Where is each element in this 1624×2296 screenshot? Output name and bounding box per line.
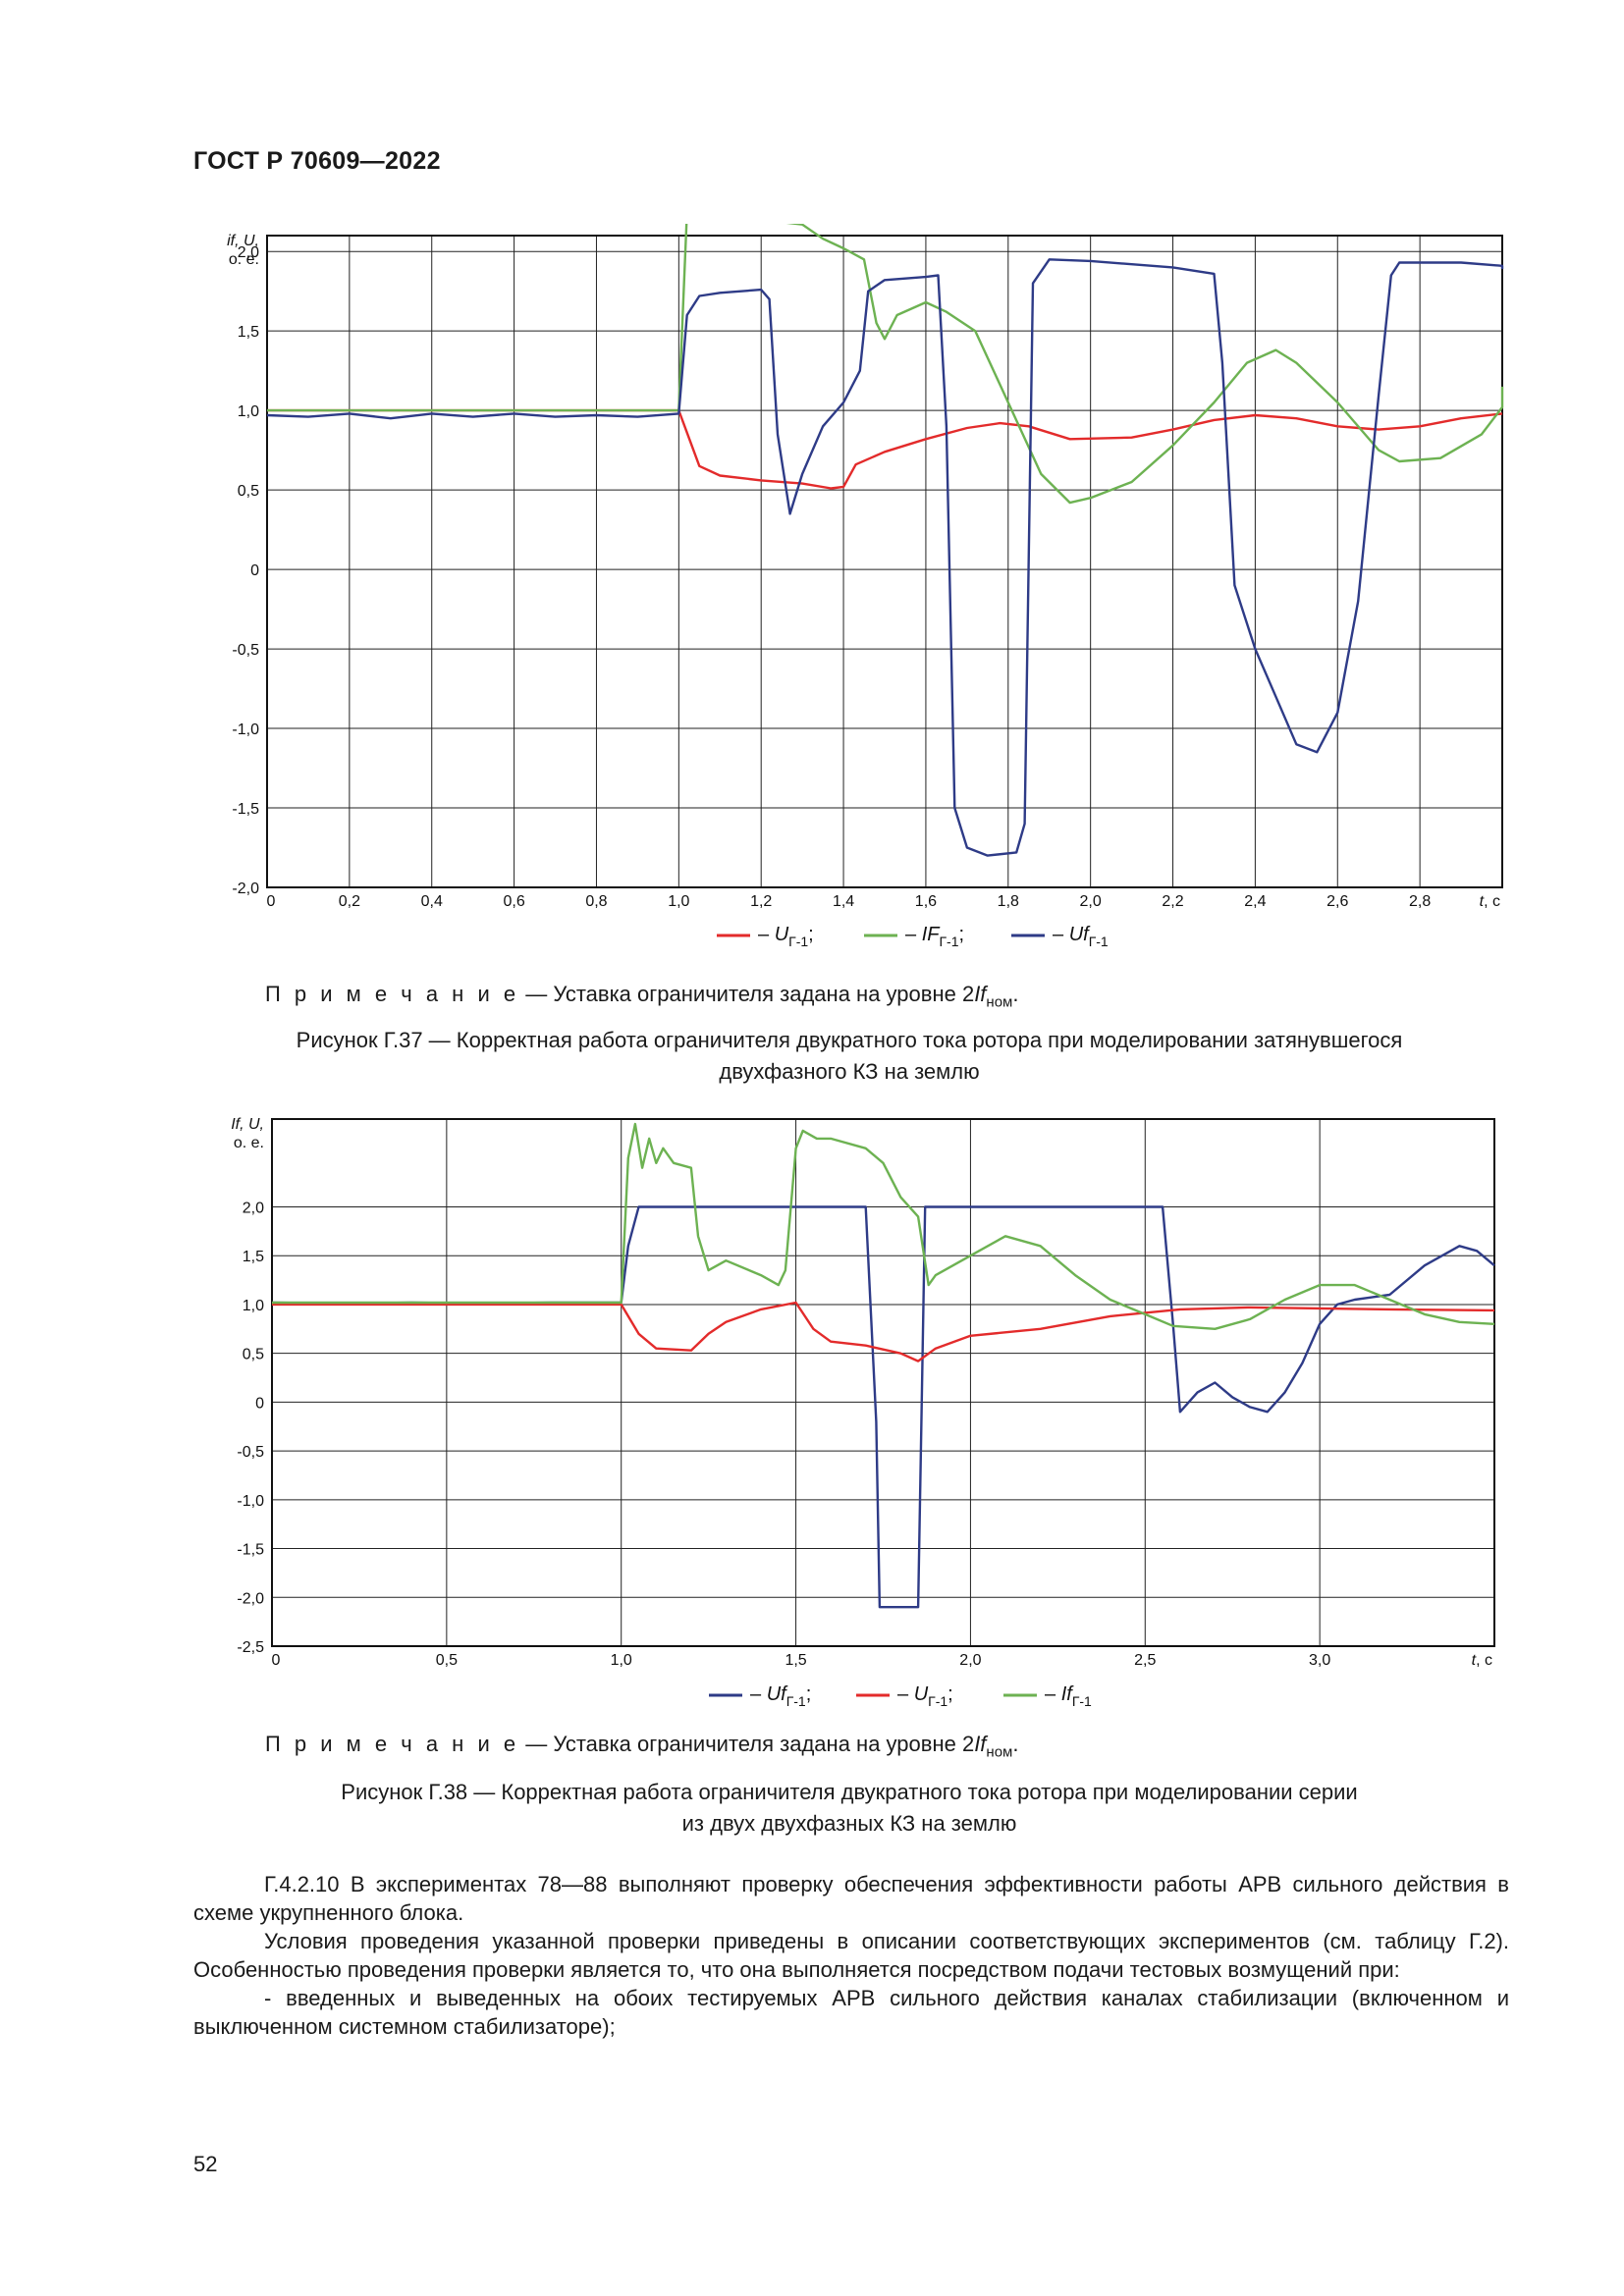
figure-1-note-var: If [974, 982, 987, 1006]
figure-1-caption-line1: Рисунок Г.37 — Корректная работа огранич… [296, 1028, 1403, 1052]
figure-1-x-tick-label: 0,4 [421, 893, 443, 910]
figure-2-plot-area [272, 1119, 1494, 1646]
document-header: ГОСТ Р 70609—2022 [193, 147, 441, 175]
figure-1-y-tick-label: 0,5 [238, 483, 259, 500]
figure-1-y-tick-label: 1,0 [238, 403, 259, 420]
figure-2-legend-label-If: – IfГ-1 [1045, 1683, 1092, 1709]
figure-2-y-tick-label: -0,5 [237, 1444, 264, 1461]
figure-1-legend-label-U: – UГ-1; [758, 924, 814, 949]
figure-2-y-tick-label: 1,0 [243, 1298, 264, 1314]
figure-1-x-tick-label: 0,6 [503, 893, 524, 910]
figure-2-legend-label-U: – UГ-1; [897, 1683, 953, 1709]
figure-2-x-tick-label: 3,0 [1309, 1652, 1330, 1669]
figure-1-x-tick-label: 2,0 [1080, 893, 1102, 910]
figure-1-x-tick-label: 2,2 [1162, 893, 1183, 910]
figure-1-y-tick-label: 0 [250, 562, 259, 579]
figure-1-legend: – UГ-1; – IFГ-1; – UfГ-1 [717, 924, 1109, 949]
figure-1-x-tick-label: 2,6 [1326, 893, 1348, 910]
figure-2-x-tick-label: 2,0 [959, 1652, 981, 1669]
figure-1-note-sub: ном [986, 993, 1013, 1011]
figure-2-note-var: If [974, 1732, 987, 1756]
figure-2-legend: – UfГ-1; – UГ-1; – IfГ-1 [709, 1683, 1092, 1709]
figure-1-y-tick-label: -0,5 [232, 642, 259, 659]
figure-1-y-tick-label: -2,0 [232, 881, 259, 897]
figure-2-x-axis-label: t, с [1472, 1652, 1492, 1669]
figure-2-series-line-Uf [271, 1205, 1495, 1609]
figure-2-y-tick-label: 1,5 [243, 1249, 264, 1265]
figure-2-y-tick-label: 0,5 [243, 1347, 264, 1363]
page-number: 52 [193, 2152, 218, 2176]
figure-1-legend-label-IF: – IFГ-1; [905, 924, 964, 949]
figure-1-x-tick-label: 1,0 [668, 893, 689, 910]
figure-1-y-axis-label: if, U, о. е. [227, 233, 259, 268]
figure-1-x-tick-label: 0,2 [339, 893, 360, 910]
figure-1-note-end: . [1012, 982, 1019, 1006]
figure-1-note: П р и м е ч а н и е — Уставка ограничите… [265, 982, 1019, 1010]
figure-1-y-tick-label: -1,5 [232, 801, 259, 818]
figure-1-plot-area [267, 236, 1502, 887]
figure-1-x-tick-label: 2,4 [1244, 893, 1266, 910]
figure-1-caption-line2: двухфазного КЗ на землю [719, 1059, 980, 1084]
figure-2-x-tick-label: 2,5 [1134, 1652, 1156, 1669]
paragraph-2: Условия проведения указанной проверки пр… [193, 1929, 1509, 1982]
figure-2-caption-line2: из двух двухфазных КЗ на землю [681, 1811, 1017, 1836]
figure-1-x-tick-label: 1,8 [998, 893, 1019, 910]
figure-1-x-tick-label: 1,4 [833, 893, 854, 910]
figure-2-note-sub: ном [986, 1743, 1013, 1761]
figure-2-caption-line1: Рисунок Г.38 — Корректная работа огранич… [341, 1780, 1358, 1804]
figure-1-x-tick-label: 1,2 [750, 893, 772, 910]
figure-2-frame [271, 1118, 1495, 1647]
figure-2-y-tick-label: -2,0 [237, 1590, 264, 1607]
figure-2-chart: 0 0,5 1,0 1,5 2,0 2,5 3,0 -2,5 -2,0 -1,5 -1,0 -0,5 0… [231, 1116, 1495, 1709]
figure-2-x-tick-label: 0 [272, 1652, 281, 1669]
figure-2-series-line-If [272, 1122, 1495, 1330]
figure-1-y-tick-label: 1,5 [238, 324, 259, 341]
figure-2-x-tick-label: 1,5 [785, 1652, 806, 1669]
figure-1-x-tick-label: 0 [267, 893, 276, 910]
figure-2-note-text: — Уставка ограничителя задана на уровне … [519, 1732, 975, 1756]
figure-1-x-tick-label: 1,6 [915, 893, 937, 910]
figure-1-series-line-U [267, 408, 1503, 490]
figure-1-chart: 0 0,2 0,4 0,6 0,8 1,0 1,2 1,4 1,6 1,8 2,0 2,2 2,4 2,6… [227, 224, 1504, 949]
body-text: Г.4.2.10 В экспериментах 78—88 выполняют… [193, 1870, 1509, 2041]
figure-2-note: П р и м е ч а н и е — Уставка ограничите… [265, 1732, 1019, 1760]
figure-1-y-tick-label: 2,0 [238, 244, 259, 261]
figure-1-x-tick-label: 0,8 [585, 893, 607, 910]
figure-1-legend-label-Uf: – UfГ-1 [1053, 924, 1109, 949]
figure-1-series-line-IF [267, 224, 1504, 505]
figure-1-frame [266, 235, 1503, 888]
figure-1-caption: Рисунок Г.37 — Корректная работа огранич… [177, 1025, 1522, 1088]
figure-2-y-tick-label: -1,0 [237, 1493, 264, 1510]
figure-1-note-text: — Уставка ограничителя задана на уровне … [519, 982, 975, 1006]
figure-2-legend-label-Uf: – UfГ-1; [750, 1683, 811, 1709]
figure-2-caption: Рисунок Г.38 — Корректная работа огранич… [177, 1777, 1522, 1840]
figure-1-x-tick-label: 2,8 [1409, 893, 1431, 910]
figure-2-y-tick-label: -2,5 [237, 1639, 264, 1656]
figure-2-series-line-U [272, 1301, 1495, 1362]
figure-2-x-tick-label: 0,5 [436, 1652, 458, 1669]
figure-2-note-prefix: П р и м е ч а н и е [265, 1732, 520, 1756]
figure-2-note-end: . [1012, 1732, 1019, 1756]
figure-1-series-line-Uf [266, 258, 1504, 857]
figure-2-x-tick-label: 1,0 [611, 1652, 632, 1669]
figure-2-y-axis-label: If, U, о. е. [231, 1116, 264, 1151]
figure-2-y-tick-label: 0 [255, 1395, 264, 1412]
figure-1-x-axis-label: t, с [1480, 893, 1500, 910]
figure-2-y-tick-label: -1,5 [237, 1542, 264, 1559]
figure-2-y-tick-label: 2,0 [243, 1201, 264, 1217]
paragraph-1: Г.4.2.10 В экспериментах 78—88 выполняют… [193, 1872, 1509, 1925]
paragraph-3: - введенных и выведенных на обоих тестир… [193, 1986, 1509, 2039]
figure-1-y-tick-label: -1,0 [232, 721, 259, 738]
figure-1-note-prefix: П р и м е ч а н и е [265, 982, 520, 1006]
